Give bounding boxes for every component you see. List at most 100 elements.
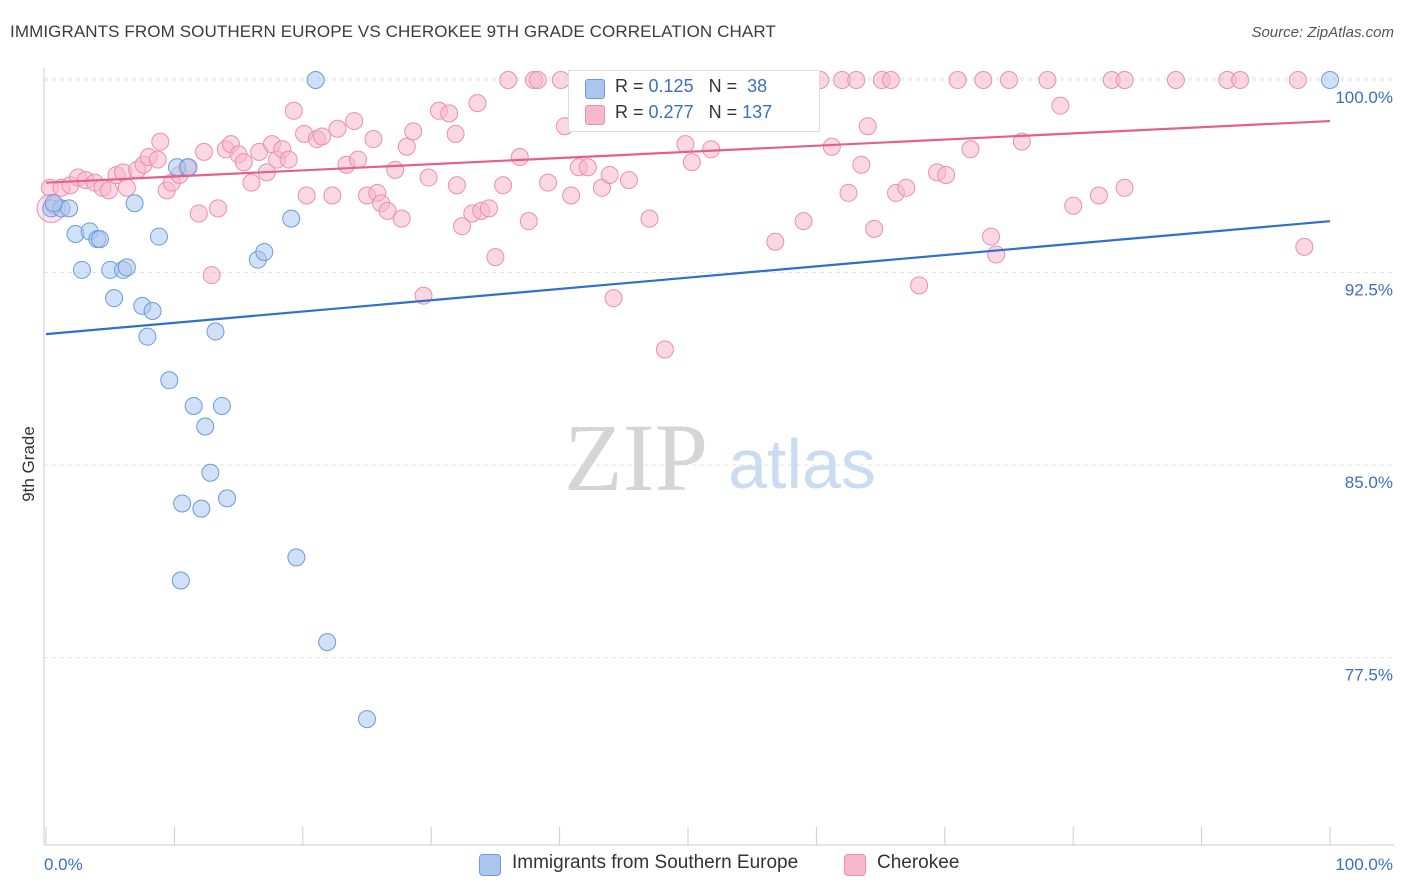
cherokee-point — [910, 276, 929, 295]
cherokee-point — [858, 117, 877, 136]
cherokee-trend-line — [45, 119, 1331, 184]
cherokee-point — [313, 127, 332, 146]
cherokee-point — [1064, 196, 1083, 215]
cherokee-point — [349, 150, 368, 169]
legend-r-label: R = — [615, 76, 644, 96]
legend-r-label: R = — [615, 102, 644, 122]
legend-n-label: N = — [708, 102, 738, 122]
cherokee-point — [961, 140, 980, 159]
y-axis-label: 9th Grade — [19, 426, 38, 502]
cherokee-point — [397, 137, 416, 156]
cherokee-point — [419, 168, 438, 187]
cherokee-point — [676, 135, 695, 154]
cherokee-point — [486, 248, 505, 267]
cherokee-point — [766, 232, 785, 251]
southern-europe-point — [206, 322, 225, 341]
cherokee-point — [551, 71, 570, 89]
source-label[interactable]: Source: ZipAtlas.com — [1251, 24, 1394, 41]
cherokee-point — [974, 71, 993, 89]
legend-r-value-southern-europe: 0.125 — [648, 76, 694, 96]
cherokee-point — [189, 204, 208, 223]
cherokee-point — [1000, 71, 1018, 89]
southern-europe-point — [282, 209, 301, 228]
cherokee-point — [604, 289, 623, 308]
bottom-legend-swatch-cherokee — [844, 854, 866, 876]
stats-legend: R = 0.125 N = 38 R = 0.277 N = 137 — [568, 70, 820, 132]
cherokee-point — [297, 186, 316, 205]
southern-europe-point — [179, 158, 198, 177]
southern-europe-point — [306, 71, 325, 89]
cherokee-point — [794, 212, 813, 231]
bottom-legend-swatch-southern-europe — [479, 854, 501, 876]
cherokee-point — [640, 209, 659, 228]
y-tick-label: 100.0% — [1335, 88, 1393, 107]
cherokee-point — [702, 140, 721, 159]
southern-europe-point — [44, 194, 63, 213]
southern-europe-point — [160, 371, 179, 390]
cherokee-point — [655, 340, 674, 359]
cherokee-point — [446, 124, 465, 143]
southern-europe-point — [201, 463, 220, 482]
cherokee-point — [1166, 71, 1185, 89]
cherokee-point — [404, 122, 423, 141]
southern-europe-point — [358, 710, 376, 729]
cherokee-point — [619, 171, 638, 190]
cherokee-point — [284, 101, 303, 120]
southern-europe-point — [218, 489, 237, 508]
chart-title: IMMIGRANTS FROM SOUTHERN EUROPE VS CHERO… — [10, 22, 776, 41]
y-tick-label: 77.5% — [1345, 666, 1393, 685]
cherokee-point — [440, 104, 459, 123]
axes — [43, 68, 1394, 846]
cherokee-point — [682, 153, 701, 172]
cherokee-point — [881, 71, 900, 89]
cherokee-point — [1089, 186, 1108, 205]
cherokee-point — [865, 219, 884, 238]
cherokee-point — [234, 153, 253, 172]
trend-lines — [45, 119, 1331, 336]
cherokee-point — [1012, 132, 1031, 151]
southern-europe-trend-line — [45, 220, 1331, 336]
legend-n-value-cherokee: 137 — [742, 102, 773, 122]
cherokee-point — [151, 132, 170, 151]
cherokee-point — [1295, 237, 1314, 256]
cherokee-point — [468, 94, 487, 113]
southern-europe-point — [117, 258, 136, 277]
southern-europe-point — [255, 242, 274, 261]
southern-europe-point — [125, 194, 144, 213]
cherokee-point — [562, 186, 581, 205]
cherokee-point — [1115, 178, 1134, 197]
cherokee-point — [447, 176, 466, 195]
cherokee-point — [494, 176, 513, 195]
southern-europe-point — [60, 199, 79, 218]
cherokee-point — [510, 148, 529, 166]
cherokee-point — [378, 201, 397, 220]
cherokee-point — [1038, 71, 1057, 89]
tick-labels: 100.0% 92.5% 85.0% 77.5% 0.0% 100.0% — [44, 88, 1393, 874]
cherokee-point — [937, 165, 956, 184]
cherokee-point — [479, 199, 498, 218]
cherokee-point — [600, 165, 619, 184]
cherokee-point — [897, 178, 916, 197]
legend-r-value-cherokee: 0.277 — [648, 102, 694, 122]
y-tick-label: 85.0% — [1345, 473, 1393, 492]
southern-europe-point — [287, 548, 306, 567]
cherokee-point — [528, 71, 547, 89]
cherokee-point — [364, 130, 383, 149]
cherokee-point — [539, 173, 558, 192]
southern-europe-point — [184, 396, 203, 415]
cherokee-point — [852, 155, 871, 174]
legend-n-label: N = — [708, 76, 738, 96]
watermark-atlas: atlas — [728, 425, 876, 503]
x-tick-label-max: 100.0% — [1335, 855, 1393, 874]
southern-europe-point — [105, 289, 124, 308]
cherokee-point — [148, 150, 167, 169]
cherokee-point — [847, 71, 866, 89]
southern-europe-point — [143, 302, 162, 320]
southern-europe-point — [138, 327, 157, 346]
southern-europe-points — [42, 71, 1339, 729]
y-tick-label: 92.5% — [1345, 281, 1393, 300]
legend-swatch-cherokee — [585, 105, 605, 125]
cherokee-point — [987, 245, 1006, 264]
southern-europe-point — [171, 571, 190, 590]
